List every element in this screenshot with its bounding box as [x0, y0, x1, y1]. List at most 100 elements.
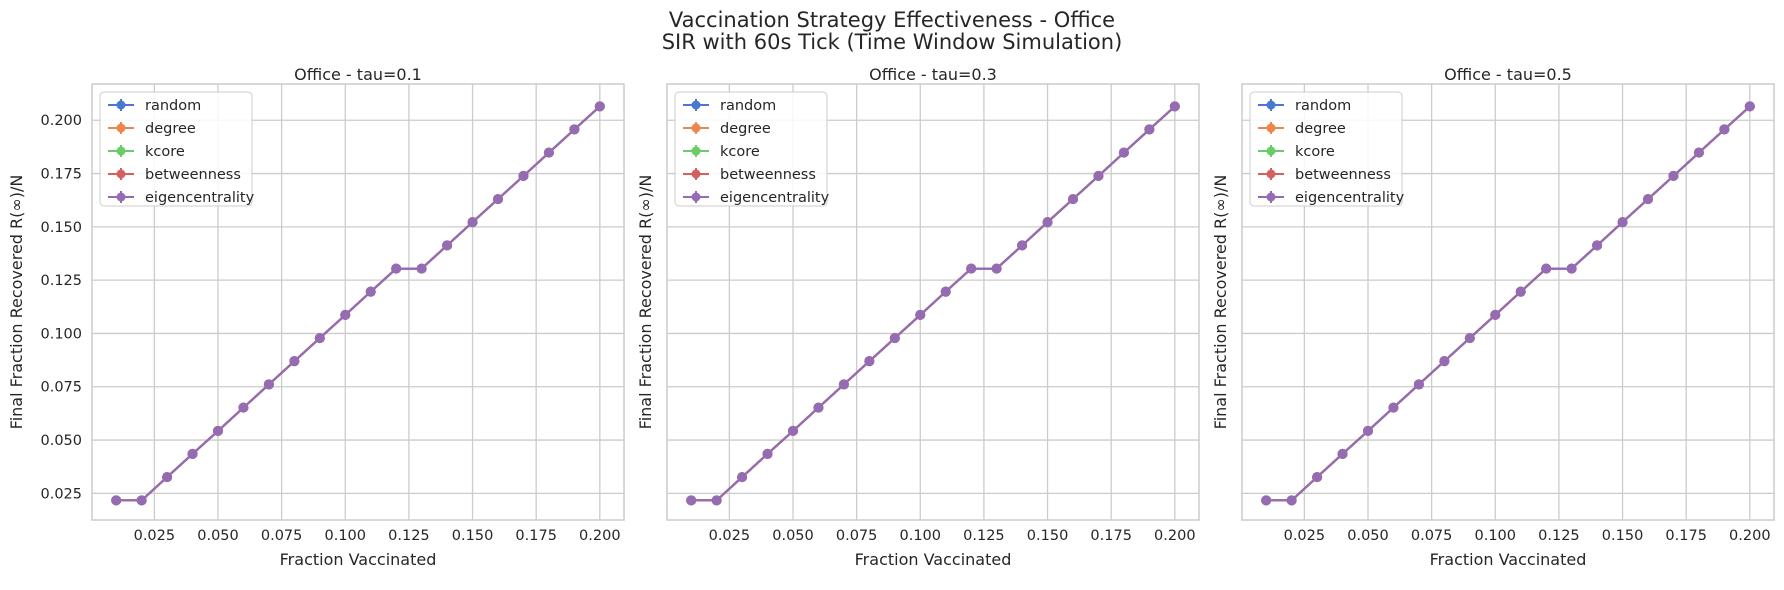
data-point-eigencentrality [1744, 101, 1755, 112]
y-axis-label: Final Fraction Recovered R(∞)/N [1211, 175, 1230, 430]
data-point-eigencentrality [1169, 101, 1180, 112]
legend-marker-kcore [691, 146, 701, 156]
axes-frame [666, 83, 1200, 521]
data-point-eigencentrality [991, 263, 1002, 274]
legend-box [1249, 91, 1403, 207]
data-point-eigencentrality [416, 263, 427, 274]
legend-label-eigencentrality: eigencentrality [720, 190, 830, 206]
x-tick-label: 0.075 [836, 528, 878, 544]
data-point-eigencentrality [238, 402, 249, 413]
legend-marker-degree [1266, 123, 1276, 133]
legend-label-eigencentrality: eigencentrality [145, 190, 255, 206]
legend-label-random: random [1295, 98, 1351, 114]
data-point-eigencentrality [391, 263, 402, 274]
x-tick-label: 0.175 [1090, 528, 1132, 544]
x-tick-label: 0.050 [197, 528, 239, 544]
data-point-eigencentrality [1337, 448, 1348, 459]
data-point-eigencentrality [1693, 147, 1704, 158]
x-tick-label: 0.150 [1602, 528, 1644, 544]
y-tick-label: 0.150 [40, 220, 82, 236]
data-point-eigencentrality [1490, 309, 1501, 320]
x-tick-label: 0.175 [515, 528, 557, 544]
x-tick-label: 0.050 [772, 528, 814, 544]
data-point-eigencentrality [686, 495, 697, 506]
data-point-eigencentrality [1286, 495, 1297, 506]
data-point-eigencentrality [111, 495, 122, 506]
x-tick-label: 0.025 [1284, 528, 1326, 544]
data-point-eigencentrality [864, 356, 875, 367]
axes-frame [91, 83, 625, 521]
subplot-3: 0.025 0.050 0.075 0.100 0.125 0.150 0.175 0.200… [1211, 65, 1775, 569]
data-point-eigencentrality [340, 309, 351, 320]
x-tick-label: 0.100 [900, 528, 942, 544]
legend-label-betweenness: betweenness [1295, 167, 1391, 183]
y-tick-label: 0.025 [40, 486, 82, 502]
legend-box [99, 91, 253, 207]
x-tick-label: 0.075 [1411, 528, 1453, 544]
data-point-eigencentrality [162, 472, 173, 483]
subplot-title: Office - tau=0.3 [869, 65, 997, 84]
data-point-eigencentrality [1093, 170, 1104, 181]
legend-label-degree: degree [145, 121, 196, 137]
data-point-eigencentrality [263, 379, 274, 390]
data-point-eigencentrality [1719, 124, 1730, 135]
legend-marker-eigencentrality [116, 192, 126, 202]
x-axis-label: Fraction Vaccinated [1430, 550, 1587, 569]
x-tick-label: 0.175 [1665, 528, 1707, 544]
data-point-eigencentrality [1592, 240, 1603, 251]
x-tick-label: 0.150 [1027, 528, 1069, 544]
data-point-eigencentrality [1413, 379, 1424, 390]
data-point-eigencentrality [213, 425, 223, 436]
data-point-eigencentrality [915, 309, 926, 320]
y-tick-label: 0.200 [40, 113, 82, 129]
legend-label-kcore: kcore [145, 144, 185, 160]
legend-marker-random [691, 100, 701, 110]
y-tick-label: 0.175 [40, 167, 82, 183]
data-point-eigencentrality [1439, 356, 1450, 367]
legend-label-eigencentrality: eigencentrality [1295, 190, 1405, 206]
y-axis-label: Final Fraction Recovered R(∞)/N [7, 175, 26, 430]
legend-marker-kcore [116, 146, 126, 156]
legend-marker-kcore [1266, 146, 1276, 156]
legend-marker-degree [691, 123, 701, 133]
data-point-eigencentrality [1312, 472, 1323, 483]
legend-label-kcore: kcore [720, 144, 760, 160]
series-line-eigencentrality [116, 105, 601, 502]
x-tick-label: 0.100 [325, 528, 367, 544]
x-tick-label: 0.100 [1475, 528, 1517, 544]
subplot-title: Office - tau=0.1 [294, 65, 422, 84]
legend-label-betweenness: betweenness [720, 167, 816, 183]
data-point-eigencentrality [966, 263, 977, 274]
legend-marker-betweenness [116, 169, 126, 179]
data-point-eigencentrality [788, 425, 798, 436]
data-point-eigencentrality [543, 147, 554, 158]
series-line-eigencentrality [1266, 105, 1751, 502]
x-axis-label: Fraction Vaccinated [280, 550, 437, 569]
legend-label-kcore: kcore [1295, 144, 1335, 160]
x-tick-label: 0.075 [261, 528, 303, 544]
y-tick-label: 0.100 [40, 326, 82, 342]
legend-label-degree: degree [720, 121, 771, 137]
y-axis-label: Final Fraction Recovered R(∞)/N [636, 175, 655, 430]
x-tick-label: 0.150 [452, 528, 494, 544]
legend-marker-eigencentrality [1266, 192, 1276, 202]
data-point-eigencentrality [1643, 194, 1653, 205]
figure-title: Vaccination Strategy Effectiveness - Off… [668, 8, 1116, 32]
data-point-eigencentrality [467, 217, 478, 228]
x-tick-label: 0.125 [963, 528, 1005, 544]
data-point-eigencentrality [1566, 263, 1577, 274]
data-point-eigencentrality [314, 333, 325, 344]
data-point-eigencentrality [838, 379, 849, 390]
x-tick-label: 0.025 [709, 528, 751, 544]
data-point-eigencentrality [136, 495, 147, 506]
legend-marker-betweenness [1266, 169, 1276, 179]
x-tick-label: 0.025 [134, 528, 176, 544]
data-point-eigencentrality [1515, 286, 1526, 297]
y-tick-label: 0.075 [40, 380, 82, 396]
y-tick-label: 0.050 [40, 433, 82, 449]
data-point-eigencentrality [187, 448, 198, 459]
data-point-eigencentrality [1617, 217, 1628, 228]
x-axis-label: Fraction Vaccinated [855, 550, 1012, 569]
